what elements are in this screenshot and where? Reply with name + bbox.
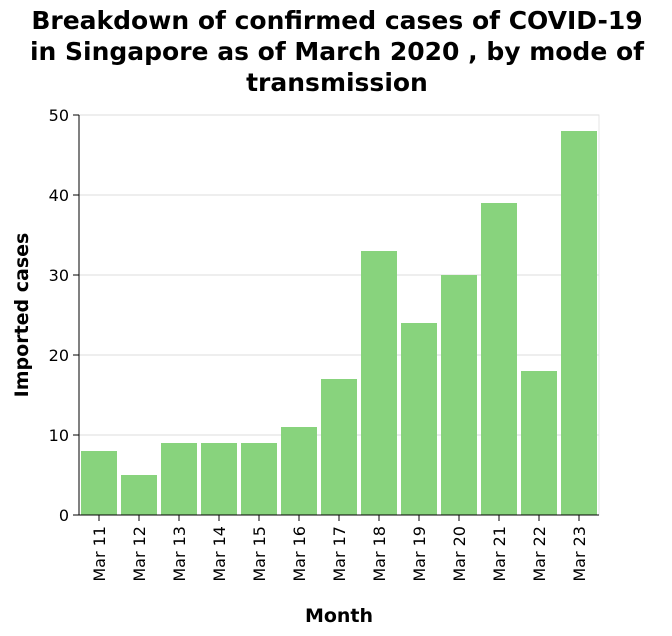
y-tick-label-1: 10: [49, 426, 69, 445]
chart-title-line-3: transmission: [246, 68, 428, 97]
bars: [81, 131, 597, 515]
x-tick-label-10: Mar 21: [490, 526, 509, 582]
bar-mar-20: [441, 275, 477, 515]
x-tick-label-0: Mar 11: [90, 526, 109, 582]
x-tick-label-3: Mar 14: [210, 526, 229, 582]
bar-mar-17: [321, 379, 357, 515]
bar-mar-22: [521, 371, 557, 515]
x-tick-label-8: Mar 19: [410, 526, 429, 582]
x-tick-label-11: Mar 22: [530, 526, 549, 582]
bar-mar-13: [161, 443, 197, 515]
x-axis-ticks: Mar 11 Mar 12 Mar 13 Mar 14 Mar 15 Mar 16 Mar …: [90, 515, 589, 582]
y-tick-label-0: 0: [59, 506, 69, 525]
y-tick-label-4: 40: [49, 186, 69, 205]
bar-mar-11: [81, 451, 117, 515]
y-axis-ticks: 0 10 20 30 40 50: [49, 106, 79, 525]
bar-mar-15: [241, 443, 277, 515]
x-tick-label-6: Mar 17: [330, 526, 349, 582]
bar-mar-16: [281, 427, 317, 515]
bar-mar-14: [201, 443, 237, 515]
x-axis-title: Month: [305, 605, 373, 627]
y-tick-label-2: 20: [49, 346, 69, 365]
x-tick-label-7: Mar 18: [370, 526, 389, 582]
bar-mar-23: [561, 131, 597, 515]
x-tick-label-4: Mar 15: [250, 526, 269, 582]
bar-mar-12: [121, 475, 157, 515]
x-tick-label-5: Mar 16: [290, 526, 309, 582]
y-tick-label-5: 50: [49, 106, 69, 125]
bar-mar-21: [481, 203, 517, 515]
chart-title: Breakdown of confirmed cases of COVID-19…: [30, 6, 645, 97]
x-tick-label-9: Mar 20: [450, 526, 469, 582]
bar-mar-18: [361, 251, 397, 515]
x-tick-label-1: Mar 12: [130, 526, 149, 582]
x-tick-label-2: Mar 13: [170, 526, 189, 582]
chart-title-line-2: in Singapore as of March 2020 , by mode …: [30, 37, 645, 66]
x-tick-label-12: Mar 23: [570, 526, 589, 582]
y-tick-label-3: 30: [49, 266, 69, 285]
chart-title-line-1: Breakdown of confirmed cases of COVID-19: [31, 6, 642, 35]
bar-mar-19: [401, 323, 437, 515]
y-axis-title: Imported cases: [11, 233, 33, 398]
